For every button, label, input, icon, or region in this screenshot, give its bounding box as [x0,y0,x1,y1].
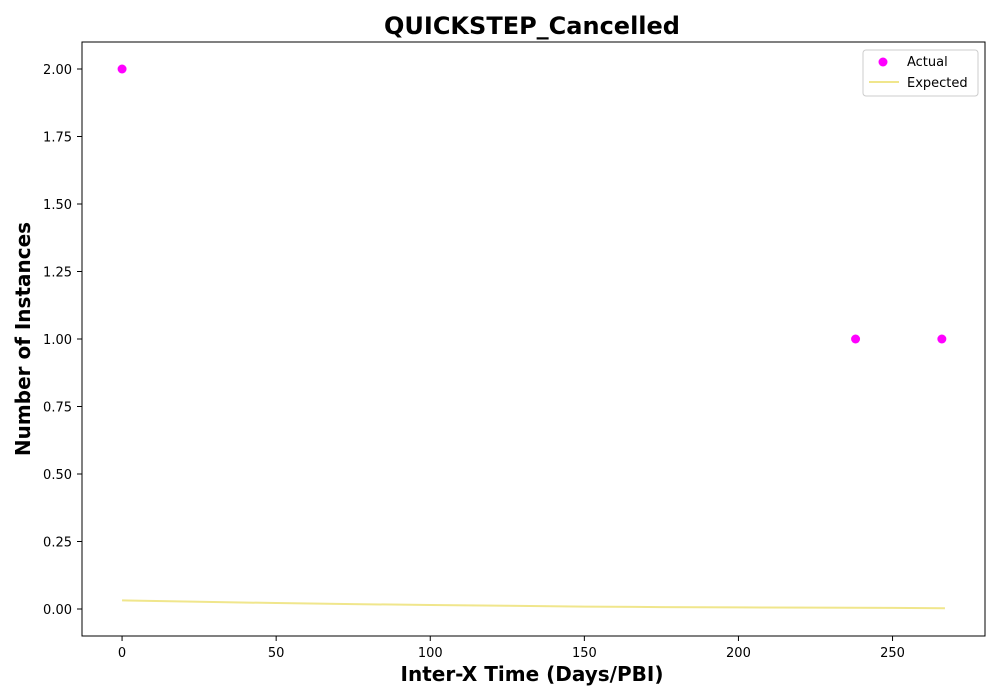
y-tick-label: 0.00 [43,603,72,618]
x-tick-label: 200 [726,646,751,661]
data-point-actual [937,334,947,344]
x-tick-label: 150 [572,646,597,661]
legend-label-actual: Actual [907,55,948,70]
plot-frame [81,41,986,637]
y-tick-label: 0.50 [43,468,72,483]
data-point-actual [851,334,861,344]
x-tick-label: 0 [118,646,126,661]
data-point-actual [117,64,127,74]
series-layer [117,64,947,610]
x-tick-label: 250 [880,646,905,661]
series-line-expected [122,599,945,610]
y-tick-label: 1.50 [43,198,72,213]
y-tick-label: 2.00 [43,63,72,78]
legend-label-expected: Expected [907,76,968,91]
y-axis-label: Number of Instances [11,222,35,456]
y-tick-label: 1.25 [43,266,72,281]
y-tick-label: 1.75 [43,131,72,146]
x-axis-ticks: 0 50 100 150 200 250 [118,636,905,661]
y-tick-label: 0.25 [43,536,72,551]
y-tick-label: 0.75 [43,401,72,416]
y-axis-ticks: 0.00 0.25 0.50 0.75 1.00 1.25 1.50 1.75 2.00 [43,63,82,618]
x-tick-label: 100 [418,646,443,661]
x-tick-label: 50 [268,646,285,661]
legend: Actual Expected [862,49,979,97]
x-axis-label: Inter-X Time (Days/PBI) [401,662,664,686]
y-tick-label: 1.00 [43,333,72,348]
legend-box [862,49,979,97]
legend-marker-actual [878,57,888,67]
chart-title: QUICKSTEP_Cancelled [384,12,680,40]
